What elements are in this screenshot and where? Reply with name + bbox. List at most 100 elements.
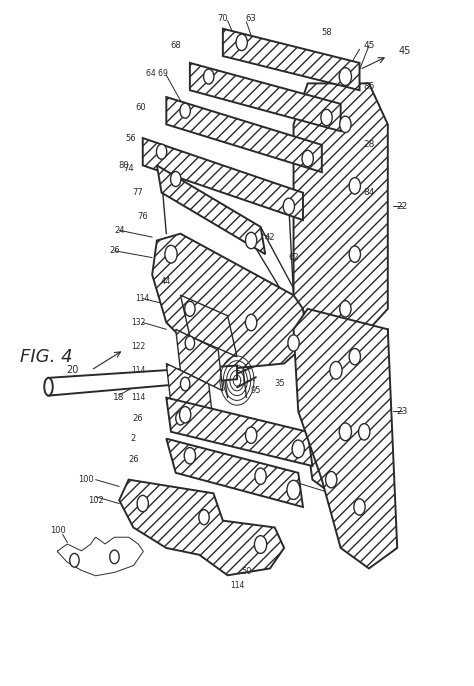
Text: 70: 70 — [218, 14, 228, 23]
Text: 60: 60 — [135, 103, 146, 112]
Circle shape — [354, 499, 365, 515]
Text: 74: 74 — [123, 164, 134, 174]
Circle shape — [283, 198, 294, 215]
Circle shape — [287, 480, 300, 499]
Polygon shape — [293, 84, 388, 329]
Text: 132: 132 — [131, 318, 145, 327]
Polygon shape — [166, 97, 322, 172]
Circle shape — [349, 178, 360, 194]
Text: 26: 26 — [128, 455, 138, 464]
Circle shape — [181, 377, 190, 391]
Circle shape — [180, 407, 191, 423]
Circle shape — [339, 423, 352, 440]
Text: 106: 106 — [324, 434, 338, 443]
Text: 45: 45 — [398, 45, 410, 56]
Text: 77: 77 — [133, 188, 144, 197]
Circle shape — [358, 424, 370, 440]
Polygon shape — [190, 63, 341, 131]
Circle shape — [185, 301, 195, 316]
Text: 114: 114 — [136, 294, 150, 303]
Polygon shape — [166, 364, 213, 425]
Text: 100: 100 — [50, 525, 66, 534]
Text: 63: 63 — [246, 14, 256, 23]
Text: 68: 68 — [170, 41, 181, 50]
Circle shape — [255, 468, 266, 484]
Circle shape — [302, 150, 313, 167]
Text: FIG. 4: FIG. 4 — [20, 348, 73, 366]
Circle shape — [255, 536, 267, 554]
Text: 122: 122 — [131, 342, 145, 351]
Polygon shape — [166, 438, 303, 507]
Polygon shape — [157, 165, 265, 255]
Text: 58: 58 — [321, 27, 332, 36]
Circle shape — [176, 412, 185, 425]
Circle shape — [246, 314, 257, 331]
Circle shape — [330, 362, 342, 379]
Polygon shape — [143, 138, 303, 220]
Text: 22: 22 — [396, 202, 408, 211]
Circle shape — [349, 246, 360, 262]
Text: 2: 2 — [131, 434, 136, 443]
Text: 144: 144 — [324, 489, 338, 498]
Text: 114: 114 — [230, 581, 244, 590]
Text: 80: 80 — [118, 161, 129, 170]
Circle shape — [110, 550, 119, 564]
Polygon shape — [48, 366, 237, 396]
Circle shape — [246, 427, 257, 443]
Text: 62: 62 — [288, 253, 299, 262]
Text: 20: 20 — [66, 366, 78, 375]
Polygon shape — [152, 234, 308, 370]
Circle shape — [171, 172, 181, 187]
Circle shape — [321, 109, 332, 126]
Text: 85: 85 — [363, 82, 374, 91]
Text: 24: 24 — [114, 226, 125, 235]
Circle shape — [70, 554, 79, 567]
Polygon shape — [166, 398, 312, 466]
Polygon shape — [293, 309, 397, 569]
Text: 44: 44 — [161, 277, 172, 286]
Polygon shape — [119, 480, 284, 576]
Text: 23: 23 — [396, 407, 408, 416]
Circle shape — [156, 144, 167, 159]
Text: 42: 42 — [265, 233, 275, 241]
Circle shape — [246, 233, 257, 249]
Circle shape — [199, 510, 209, 525]
Text: 56: 56 — [126, 134, 137, 143]
Circle shape — [236, 34, 247, 51]
Ellipse shape — [44, 378, 53, 396]
Circle shape — [340, 300, 351, 317]
Text: 76: 76 — [137, 212, 148, 221]
Circle shape — [203, 69, 214, 84]
Text: 64 69: 64 69 — [146, 69, 168, 78]
Text: 42: 42 — [326, 455, 337, 464]
Circle shape — [185, 336, 195, 350]
Circle shape — [288, 335, 299, 351]
Circle shape — [180, 103, 191, 118]
Text: 114: 114 — [131, 366, 145, 375]
Text: 26: 26 — [133, 414, 143, 423]
Text: 100: 100 — [78, 475, 94, 484]
Text: 26: 26 — [109, 246, 120, 255]
Text: 95: 95 — [251, 386, 261, 395]
Circle shape — [339, 68, 352, 86]
Text: 114: 114 — [131, 393, 145, 402]
Circle shape — [184, 447, 196, 464]
Circle shape — [292, 440, 304, 458]
Text: 38: 38 — [184, 366, 195, 375]
Text: 35: 35 — [274, 379, 285, 388]
Polygon shape — [176, 329, 223, 391]
Circle shape — [349, 348, 360, 365]
Polygon shape — [223, 29, 359, 90]
Polygon shape — [58, 538, 143, 576]
Text: 84: 84 — [363, 188, 374, 197]
Text: 18: 18 — [113, 393, 125, 402]
Circle shape — [340, 116, 351, 132]
Text: 50: 50 — [241, 567, 252, 576]
Circle shape — [326, 471, 337, 488]
Text: 28: 28 — [363, 141, 374, 150]
Text: 102: 102 — [88, 496, 103, 505]
Text: 45: 45 — [363, 41, 374, 50]
Circle shape — [137, 495, 148, 512]
Polygon shape — [298, 329, 388, 500]
Polygon shape — [181, 295, 237, 357]
